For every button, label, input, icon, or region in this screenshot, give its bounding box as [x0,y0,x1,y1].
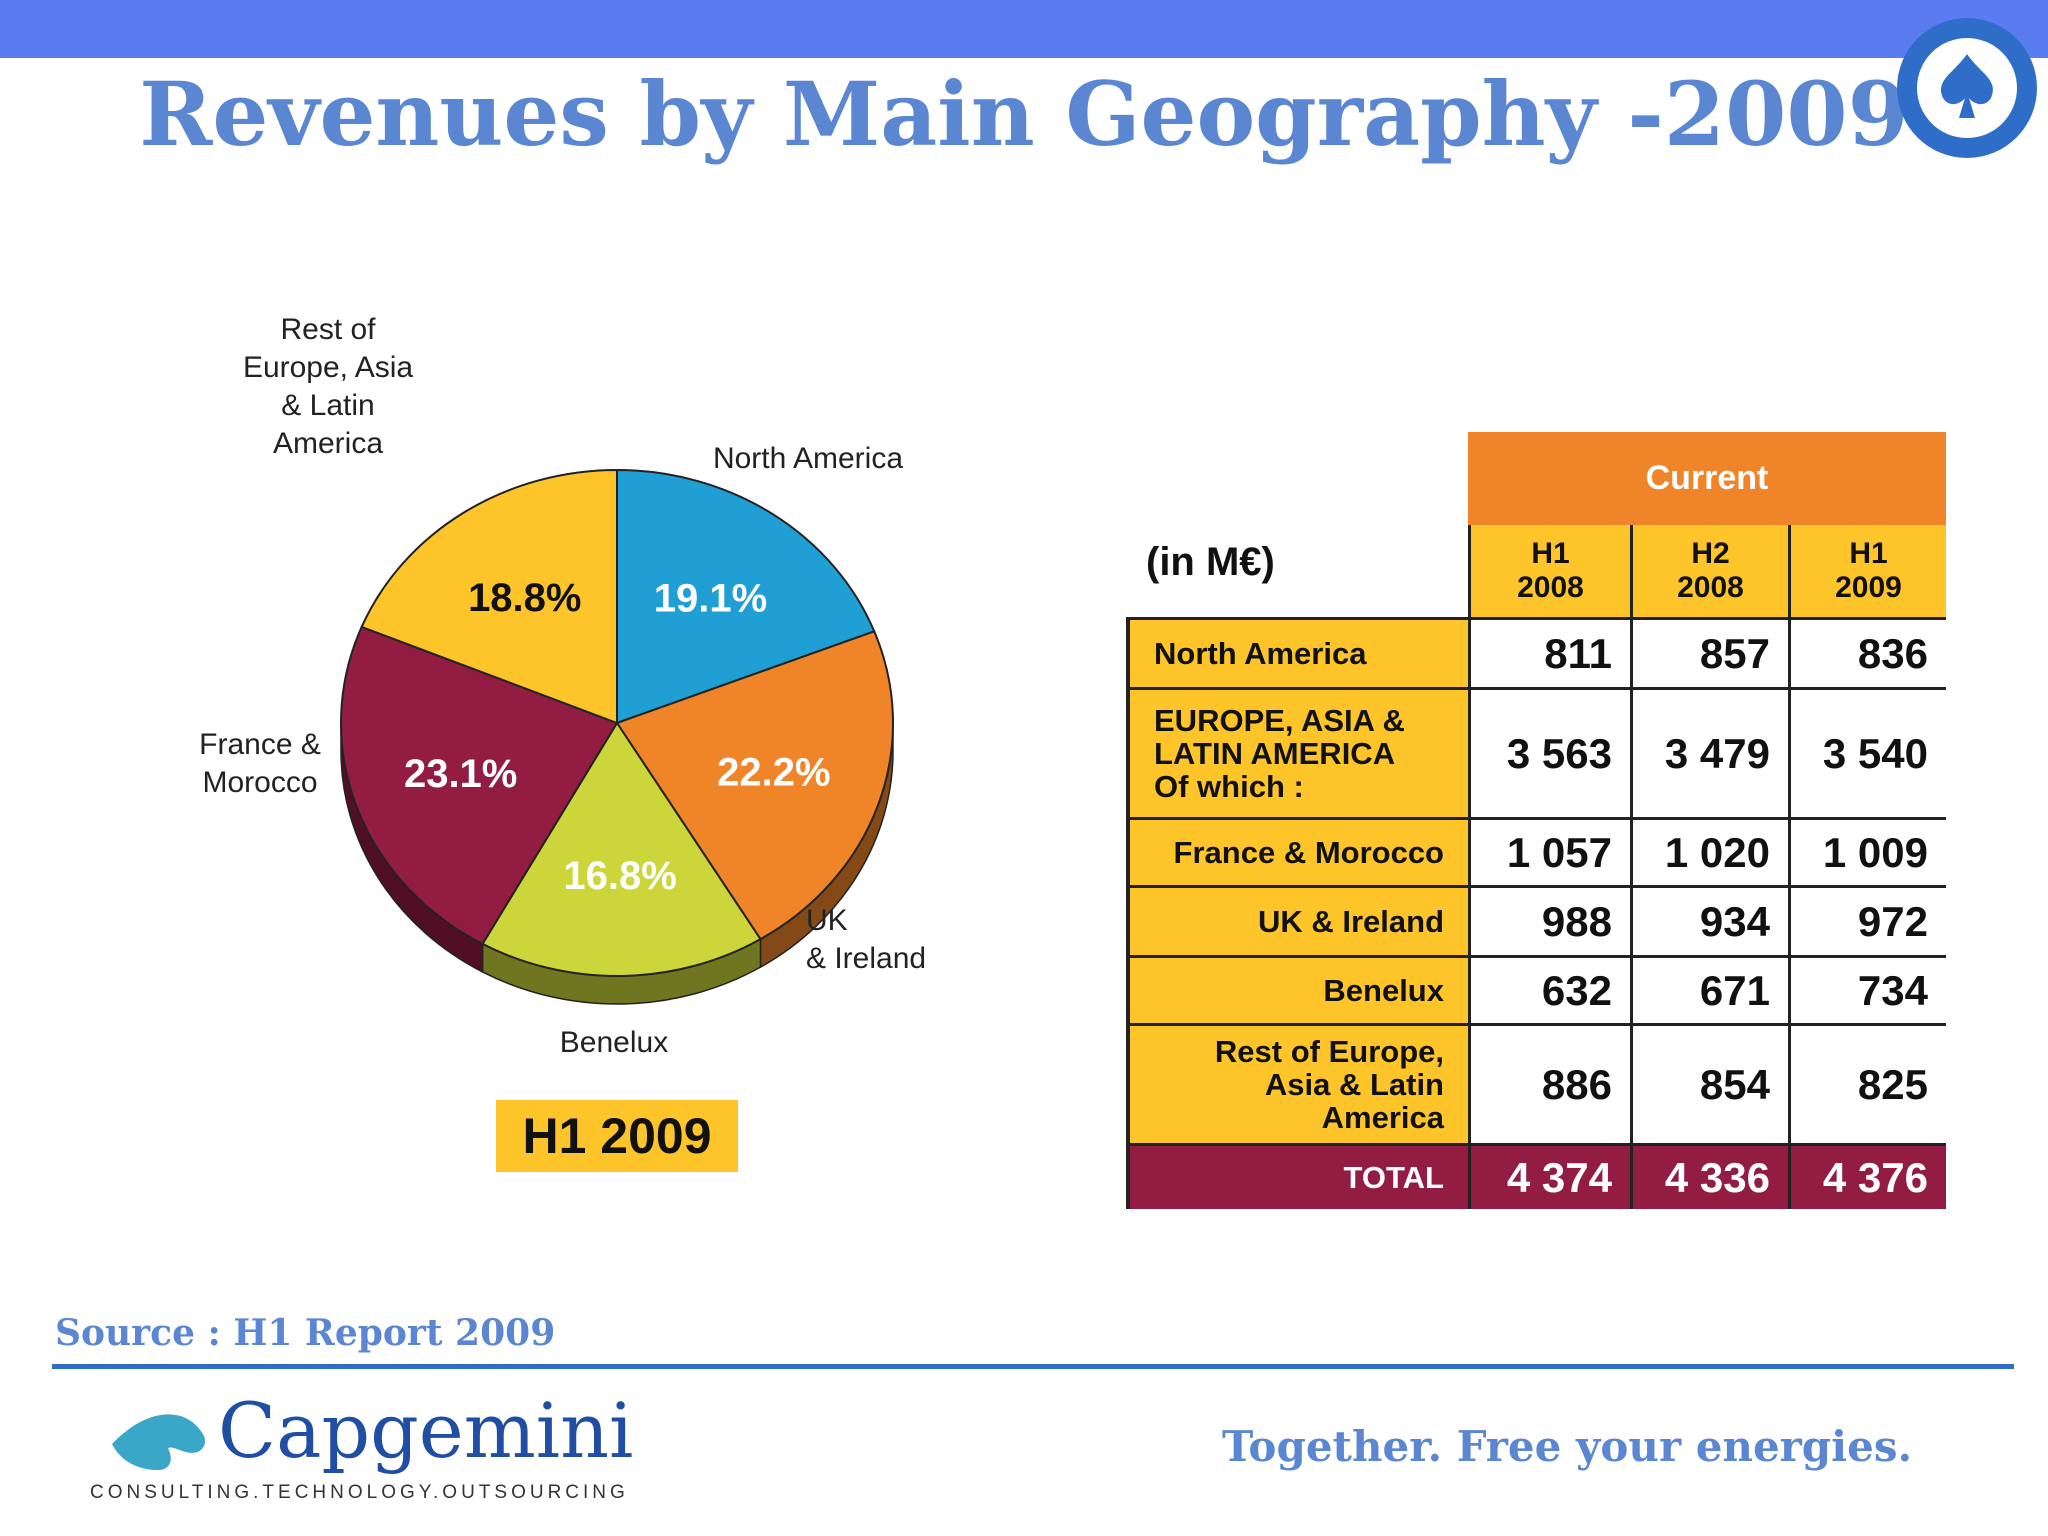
total-value-1: 4 336 [1630,1143,1788,1209]
row-0-value-1: 857 [1630,617,1788,687]
top-banner [0,0,2048,58]
column-header-0: H1 2008 [1468,525,1630,617]
footer-rule [52,1364,2014,1369]
unit-label: (in M€) [1146,540,1275,584]
pie-chart: 19.1% 22.2% 16.8% 23.1% 18.8% North America UK… [199,313,926,1059]
pie-slice-0 [616,468,876,725]
row-label-2: France & Morocco [1126,817,1468,885]
row-label-3: UK & Ireland [1126,885,1468,955]
row-4-value-0: 632 [1468,955,1630,1023]
row-3-value-2: 972 [1788,885,1946,955]
pie-slice-2 [481,721,762,977]
row-5-value-2: 825 [1788,1023,1946,1143]
row-2-value-2: 1 009 [1788,817,1946,885]
group-header: Current [1468,432,1946,525]
column-header-1: H2 2008 [1630,525,1788,617]
slogan: Together. Free your energies. [1222,1422,1913,1471]
total-label: TOTAL [1126,1143,1468,1209]
capgemini-logo-icon [112,1414,206,1470]
pie-category-label-0: North America [713,442,903,475]
period-badge: H1 2009 [496,1100,738,1172]
pie-slice-3 [340,625,619,946]
column-header-2: H1 2009 [1788,525,1946,617]
row-1-value-2: 3 540 [1788,687,1946,817]
brand-tagline-sub: CONSULTING.TECHNOLOGY.OUTSOURCING [90,1482,629,1503]
row-label-1: EUROPE, ASIA & LATIN AMERICA Of which : [1126,687,1468,817]
row-4-value-1: 671 [1630,955,1788,1023]
total-value-2: 4 376 [1788,1143,1946,1209]
pie-category-label-3: France & Morocco [199,728,321,799]
row-4-value-2: 734 [1788,955,1946,1023]
row-3-value-1: 934 [1630,885,1788,955]
slide-title: Revenues by Main Geography -2009 [139,62,1909,166]
row-label-5: Rest of Europe, Asia & Latin America [1126,1023,1468,1143]
pie-slice-1 [615,630,894,941]
row-5-value-1: 854 [1630,1023,1788,1143]
row-0-value-2: 836 [1788,617,1946,687]
row-2-value-0: 1 057 [1468,817,1630,885]
row-3-value-0: 988 [1468,885,1630,955]
pie-category-label-2: Benelux [560,1026,668,1059]
pie-value-label-0: 19.1% [654,577,767,621]
row-1-value-1: 3 479 [1630,687,1788,817]
pie-value-label-4: 18.8% [468,576,581,620]
pie-category-label-4: Rest of Europe, Asia & Latin America [243,313,413,460]
brand-name: Capgemini [218,1386,634,1475]
row-2-value-1: 1 020 [1630,817,1788,885]
pie-value-label-2: 16.8% [563,854,676,898]
row-1-value-0: 3 563 [1468,687,1630,817]
row-5-value-0: 886 [1468,1023,1630,1143]
total-value-0: 4 374 [1468,1143,1630,1209]
spade-seal-icon [1897,18,2037,158]
pie-slice-4 [360,468,618,725]
pie-value-label-3: 23.1% [404,752,517,796]
row-label-4: Benelux [1126,955,1468,1023]
row-label-0: North America [1126,617,1468,687]
pie-category-label-1: UK & Ireland [806,904,926,975]
pie-value-label-1: 22.2% [717,751,830,795]
source-note: Source : H1 Report 2009 [55,1312,556,1354]
row-0-value-0: 811 [1468,617,1630,687]
revenue-table: Current (in M€) H1 2008 H2 2008 H1 2009 No… [1126,430,1946,1210]
